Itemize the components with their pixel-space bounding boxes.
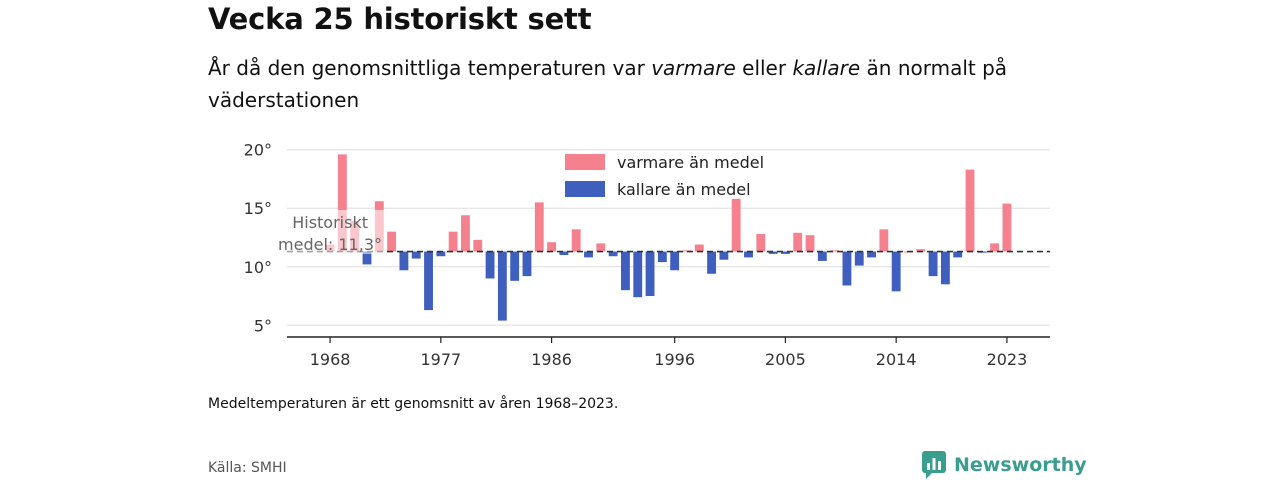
bar-cold: [633, 251, 643, 298]
bar-warm: [830, 250, 840, 252]
bar-warm: [805, 235, 815, 252]
bar-warm: [756, 233, 766, 252]
x-tick-label: 1986: [531, 350, 572, 369]
bar-cold: [424, 251, 433, 311]
legend: varmare än medel kallare än medel: [565, 153, 764, 199]
bar-cold: [719, 251, 729, 260]
bar-warm: [916, 249, 926, 252]
legend-label-cold: kallare än medel: [617, 180, 751, 199]
x-tick-label: 1977: [420, 350, 461, 369]
bar-cold: [559, 251, 569, 256]
chart-title: Vecka 25 historiskt sett: [208, 2, 592, 36]
footnote: Medeltemperaturen är ett genomsnitt av å…: [208, 396, 619, 412]
bar-cold: [436, 251, 446, 257]
bar-cold: [891, 251, 901, 292]
bar-cold: [411, 251, 421, 259]
bar-warm: [793, 232, 803, 252]
subtitle-warm-word: varmare: [651, 56, 736, 80]
bar-cold: [399, 251, 409, 271]
legend-label-warm: varmare än medel: [617, 153, 764, 172]
bar-cold: [867, 251, 876, 258]
y-tick-label: 20°: [244, 141, 272, 160]
bar-cold: [657, 251, 667, 263]
bar-cold: [953, 251, 963, 258]
baseline-label-line2: medel: 11,3°: [278, 235, 382, 254]
bar-cold: [707, 251, 717, 274]
bar-warm: [534, 202, 544, 252]
bar-warm: [473, 239, 483, 252]
bar-warm: [694, 244, 704, 252]
bar-warm: [1002, 203, 1012, 252]
baseline-label-line1: Historiskt: [292, 213, 368, 232]
brand-logo: Newsworthy: [922, 450, 1087, 480]
subtitle-part: eller: [735, 56, 793, 80]
x-axis: 1968 1977 1986 1996 2005 2014 2023: [310, 337, 1028, 369]
bar-cold: [928, 251, 938, 277]
bar-warm: [990, 243, 1000, 252]
bar-cold: [780, 251, 790, 254]
x-tick-label: 1996: [654, 350, 695, 369]
legend-swatch-cold: [565, 181, 605, 197]
subtitle-part: än normalt på väderstationen: [208, 56, 1008, 112]
brand-name: Newsworthy: [954, 454, 1087, 476]
baseline-label-bg: [270, 210, 386, 254]
bar-warm: [596, 243, 606, 252]
bar-warm: [731, 198, 741, 252]
subtitle-part: År då den genomsnittliga temperaturen va…: [208, 56, 652, 80]
bar-cold: [584, 251, 593, 258]
y-axis: 5° 10° 15° 20°: [244, 141, 272, 336]
bar-cold: [522, 251, 532, 277]
chart-subtitle: År då den genomsnittliga temperaturen va…: [208, 52, 1048, 116]
bar-cold: [940, 251, 950, 285]
bar-cold: [510, 251, 520, 281]
x-tick-label: 2014: [876, 350, 917, 369]
bar-warm: [965, 169, 975, 252]
bar-warm: [682, 250, 692, 252]
bar-cold: [362, 251, 372, 265]
bar-cold: [854, 251, 864, 266]
bar-cold: [842, 251, 852, 286]
y-tick-label: 5°: [254, 316, 272, 335]
newsworthy-icon: [922, 451, 946, 479]
x-tick-label: 1968: [310, 350, 351, 369]
bar-cold: [744, 251, 753, 258]
bar-warm: [337, 154, 347, 252]
bar-warm: [547, 242, 557, 252]
bar-cold: [645, 251, 655, 297]
bar-warm: [387, 231, 397, 252]
y-tick-label: 10°: [244, 258, 272, 277]
x-tick-label: 2023: [987, 350, 1028, 369]
bar-cold: [497, 251, 507, 321]
bar-warm: [571, 229, 581, 252]
subtitle-cold-word: kallare: [792, 56, 861, 80]
bar-warm: [461, 215, 470, 252]
bar-cold: [485, 251, 495, 279]
bar-cold: [670, 251, 680, 271]
legend-swatch-warm: [565, 154, 605, 170]
bar-cold: [817, 251, 827, 261]
bar-warm: [448, 231, 458, 252]
source-label: Källa: SMHI: [208, 460, 287, 476]
bar-cold: [620, 251, 630, 291]
grid-lines: [287, 149, 1050, 326]
x-tick-label: 2005: [765, 350, 806, 369]
bar-cold: [608, 251, 618, 257]
baseline-label: Historiskt medel: 11,3°: [270, 210, 386, 254]
bar-warm: [879, 229, 889, 252]
y-tick-label: 15°: [244, 199, 272, 218]
bar-cold: [768, 251, 778, 254]
